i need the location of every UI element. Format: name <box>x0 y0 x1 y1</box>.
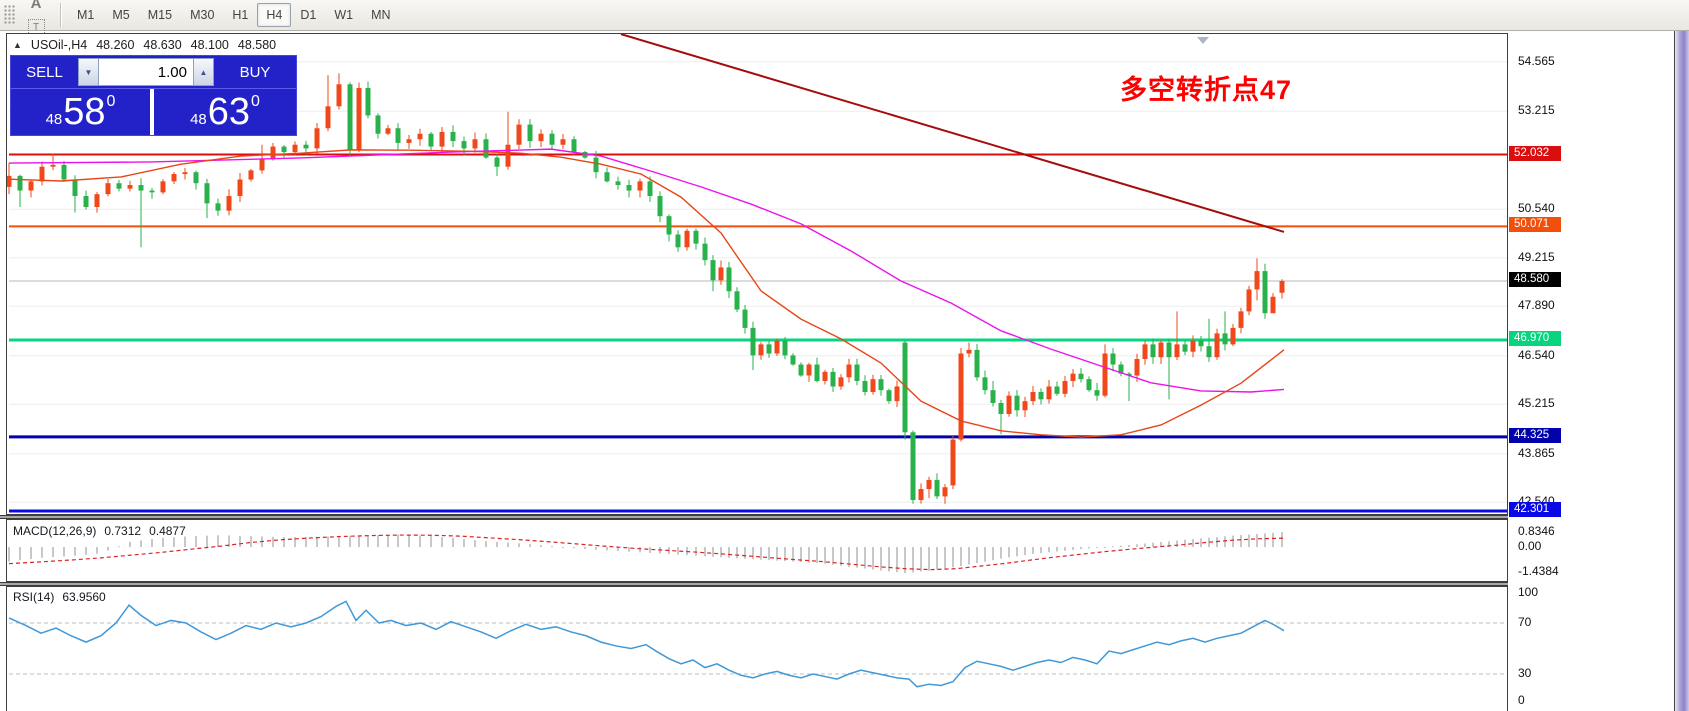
pane-splitter[interactable] <box>0 515 1675 519</box>
sell-button[interactable]: SELL <box>26 63 63 81</box>
macd-axis-label: 0.8346 <box>1518 524 1555 538</box>
ohlc-low: 48.100 <box>190 38 229 52</box>
macd-title: MACD(12,26,9) <box>13 524 97 538</box>
price-level-badge: 46.970 <box>1509 330 1561 346</box>
symbol-name: USOil-,H4 <box>30 38 88 52</box>
price-tick-label: 54.565 <box>1518 53 1555 68</box>
rsi-label: RSI(14) 63.9560 <box>13 590 106 604</box>
macd-signal-value: 0.4877 <box>149 524 186 538</box>
timeframe-button-d1[interactable]: D1 <box>300 8 317 22</box>
rsi-axis-label: 70 <box>1518 615 1532 629</box>
ohlc-high: 48.630 <box>143 38 182 52</box>
rsi-axis-label: 30 <box>1518 666 1532 680</box>
timeframe-button-h1[interactable]: H1 <box>232 8 249 22</box>
macd-main-value: 0.7312 <box>104 524 142 538</box>
price-tick-label: 43.865 <box>1518 445 1555 460</box>
buy-price-pips: 63 <box>207 91 251 133</box>
price-tick-label: 49.215 <box>1518 249 1555 264</box>
macd-canvas <box>8 532 1285 573</box>
price-tick-label: 47.890 <box>1518 298 1555 313</box>
macd-axis-label: 0.00 <box>1518 539 1542 553</box>
buy-price-point: 0 <box>251 93 260 110</box>
toolbar-drag-handle[interactable] <box>4 5 16 25</box>
price-tick-label: 45.215 <box>1518 396 1555 411</box>
chart-collapse-icon[interactable]: ▲ <box>13 40 22 50</box>
macd-pane <box>6 519 1508 582</box>
buy-button[interactable]: BUY <box>239 63 271 81</box>
macd-label: MACD(12,26,9) 0.7312 0.4877 <box>13 524 186 538</box>
sell-price-display[interactable]: 48 58 0 <box>11 89 150 135</box>
buy-price-int: 48 <box>190 111 207 128</box>
price-divider <box>150 89 154 135</box>
rsi-value: 63.9560 <box>62 590 106 604</box>
timeframe-button-m5[interactable]: M5 <box>112 8 130 22</box>
price-tick-label: 50.540 <box>1518 201 1555 216</box>
chart-annotation-text: 多空转折点47 <box>1120 75 1293 105</box>
rsi-axis-label: 100 <box>1518 585 1539 599</box>
price-level-badge: 52.032 <box>1509 145 1561 161</box>
sell-price-int: 48 <box>45 111 63 128</box>
rsi-axis-label: 0 <box>1518 693 1525 707</box>
ohlc-open: 48.260 <box>96 38 135 52</box>
timeframe-button-m1[interactable]: M1 <box>77 8 95 22</box>
sell-price-pips: 58 <box>63 91 106 133</box>
rsi-title: RSI(14) <box>13 590 55 604</box>
price-level-badge: 42.301 <box>1509 501 1561 517</box>
price-chart-canvas[interactable] <box>7 34 1507 514</box>
timeframe-button-h4[interactable]: H4 <box>257 3 292 27</box>
toolbar-separator <box>60 3 61 27</box>
text-label-icon[interactable]: A <box>30 0 42 12</box>
macd-axis-label: -1.4384 <box>1518 564 1559 578</box>
one-click-trade-panel: SELL ▼ ▲ BUY 48 58 0 48 63 0 <box>10 55 297 136</box>
volume-input[interactable] <box>99 58 193 86</box>
timeframe-button-m30[interactable]: M30 <box>190 8 215 22</box>
timeframe-button-m15[interactable]: M15 <box>147 8 173 22</box>
volume-increase-button[interactable]: ▲ <box>193 58 214 86</box>
buy-price-display[interactable]: 48 63 0 <box>154 89 296 135</box>
symbol-ohlc-line: ▲ USOil-,H4 48.260 48.630 48.100 48.580 <box>13 38 276 52</box>
price-level-badge: 48.580 <box>1509 272 1561 287</box>
price-tick-label: 46.540 <box>1518 347 1555 362</box>
volume-decrease-button[interactable]: ▼ <box>78 58 99 86</box>
sell-price-point: 0 <box>106 93 116 110</box>
price-tick-label: 53.215 <box>1518 103 1555 118</box>
price-axis: 54.565 53.215 50.540 49.215 47.890 46.540 45.2… <box>1508 31 1675 711</box>
ohlc-close: 48.580 <box>237 38 277 52</box>
timeframe-button-mn[interactable]: MN <box>371 8 391 22</box>
window-scrollbar[interactable] <box>1675 31 1689 711</box>
rsi-canvas <box>8 600 1507 688</box>
price-level-badge: 50.071 <box>1509 217 1561 233</box>
price-level-badge: 44.325 <box>1509 427 1561 443</box>
timeframe-button-w1[interactable]: W1 <box>334 8 354 22</box>
rsi-pane <box>6 586 1508 711</box>
pane-splitter[interactable] <box>0 582 1675 586</box>
